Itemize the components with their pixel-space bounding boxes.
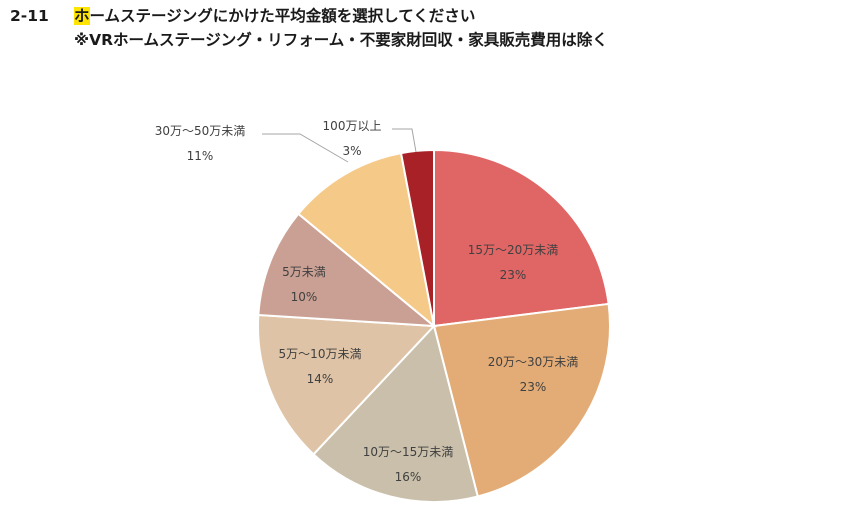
- pie-slice-4: [257, 212, 438, 328]
- pie-slice-6: [399, 148, 435, 327]
- title-highlight: ホ: [74, 7, 90, 25]
- title-row: 2-11 ホームステージングにかけた平均金額を選択してください: [10, 4, 608, 26]
- slice-percent-label-6: 3%: [342, 144, 361, 158]
- slice-percent-label-3: 14%: [307, 372, 334, 386]
- slice-percent-label-2: 16%: [395, 470, 422, 484]
- slice-percent-label-5: 11%: [187, 149, 214, 163]
- slice-category-label-2: 10万～15万未満: [363, 445, 454, 459]
- slice-category-label-4: 5万未満: [282, 265, 326, 279]
- leader-line-5: [262, 133, 349, 163]
- slice-category-label-5: 30万～50万未満: [155, 124, 246, 138]
- chart-title: ホームステージングにかけた平均金額を選択してください: [74, 4, 475, 26]
- slice-category-label-1: 20万～30万未満: [488, 355, 579, 369]
- pie-slice-2: [312, 323, 479, 503]
- slice-category-label-6: 100万以上: [323, 119, 382, 133]
- pie-slice-1: [432, 302, 611, 498]
- slice-percent-label-0: 23%: [500, 268, 527, 282]
- pie-slice-0: [433, 148, 610, 328]
- slice-percent-label-1: 23%: [520, 380, 547, 394]
- chart-subtitle: ※VRホームステージング・リフォーム・不要家財回収・家具販売費用は除く: [74, 31, 608, 49]
- leader-line-6: [392, 128, 417, 153]
- slice-percent-label-4: 10%: [291, 290, 318, 304]
- slice-category-label-3: 5万～10万未満: [279, 347, 362, 361]
- question-number: 2-11: [10, 7, 49, 25]
- pie-slice-5: [296, 151, 436, 329]
- slice-category-label-0: 15万～20万未満: [468, 243, 559, 257]
- chart-header: 2-11 ホームステージングにかけた平均金額を選択してください ※VRホームステ…: [10, 4, 608, 50]
- title-text: ームステージングにかけた平均金額を選択してください: [89, 7, 476, 25]
- pie-slice-3: [257, 313, 437, 456]
